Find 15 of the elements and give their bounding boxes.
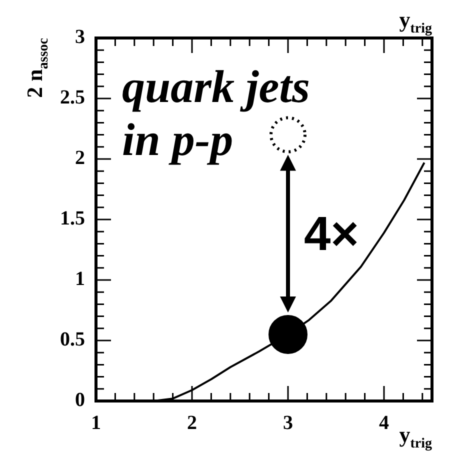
y-tick-label: 0 <box>75 389 85 412</box>
y-tick-label: 1 <box>75 268 85 290</box>
x-tick-label: 2 <box>187 412 197 434</box>
annotation: in p-p <box>122 114 234 165</box>
x-tick-label: 4 <box>379 412 389 434</box>
y-tick-label: 0.5 <box>60 328 85 351</box>
y-tick-label: 2 <box>75 147 85 170</box>
annotation: quark jets <box>122 61 310 112</box>
x-tick-label: 3 <box>283 412 293 434</box>
y-tick-label: 3 <box>75 26 85 48</box>
y-tick-label: 2.5 <box>60 86 85 109</box>
x-tick-label: 1 <box>91 412 101 434</box>
annotation: 4× <box>304 208 359 261</box>
y-tick-label: 1.5 <box>60 208 85 230</box>
y-axis-title: 2 nassoc <box>22 38 52 98</box>
